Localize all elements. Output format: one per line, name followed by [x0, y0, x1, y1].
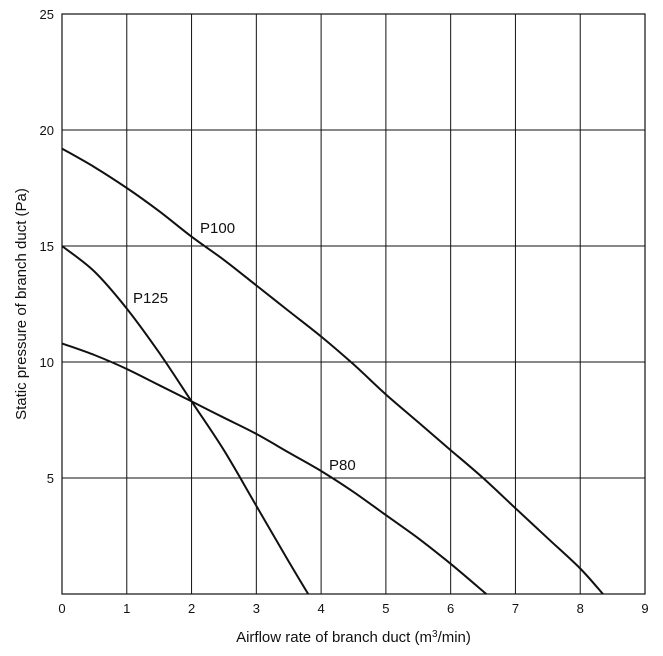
series-label-p125: P125 — [133, 290, 168, 307]
plot-frame — [61, 13, 646, 595]
x-tick-label: 0 — [58, 601, 65, 616]
y-tick-label: 10 — [40, 355, 54, 370]
x-tick-label: 6 — [447, 601, 454, 616]
y-tick-label: 5 — [47, 471, 54, 486]
series-label-p80: P80 — [329, 457, 356, 474]
series-line-p80 — [61, 342, 487, 595]
x-tick-label: 2 — [188, 601, 195, 616]
y-tick-label: 15 — [40, 239, 54, 254]
series-line-p100 — [61, 147, 604, 595]
x-tick-label: 5 — [382, 601, 389, 616]
curves — [61, 147, 604, 595]
y-axis-title: Static pressure of branch duct (Pa) — [13, 188, 30, 420]
y-tick-label: 25 — [40, 7, 54, 22]
tick-labels: 0 1 2 3 4 5 6 7 8 9 5 10 15 20 25 — [40, 7, 649, 616]
x-tick-label: 8 — [577, 601, 584, 616]
y-tick-label: 20 — [40, 123, 54, 138]
x-axis-title: Airflow rate of branch duct (m3/min) — [236, 629, 471, 647]
grid — [61, 13, 646, 595]
x-tick-label: 4 — [317, 601, 324, 616]
x-tick-label: 7 — [512, 601, 519, 616]
series-labels: P100 P125 P80 — [133, 220, 356, 474]
x-tick-label: 9 — [641, 601, 648, 616]
x-tick-label: 1 — [123, 601, 130, 616]
series-label-p100: P100 — [200, 220, 235, 237]
x-tick-label: 3 — [253, 601, 260, 616]
